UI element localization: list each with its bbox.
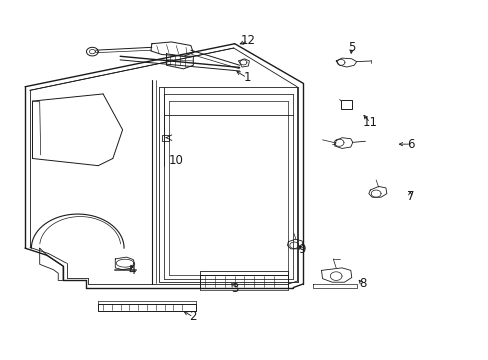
Text: 3: 3 [231,282,238,295]
Text: 9: 9 [298,243,305,256]
Text: 12: 12 [241,34,255,48]
Text: 2: 2 [189,310,197,324]
Text: 8: 8 [358,278,366,291]
Text: 10: 10 [168,154,183,167]
Text: 7: 7 [406,190,413,203]
Bar [340,100,351,109]
Text: 6: 6 [407,138,414,150]
Text: 1: 1 [243,71,250,84]
Text: 11: 11 [362,116,377,129]
Bar [161,135,168,140]
Text: 5: 5 [347,41,355,54]
Text: 4: 4 [128,264,136,277]
